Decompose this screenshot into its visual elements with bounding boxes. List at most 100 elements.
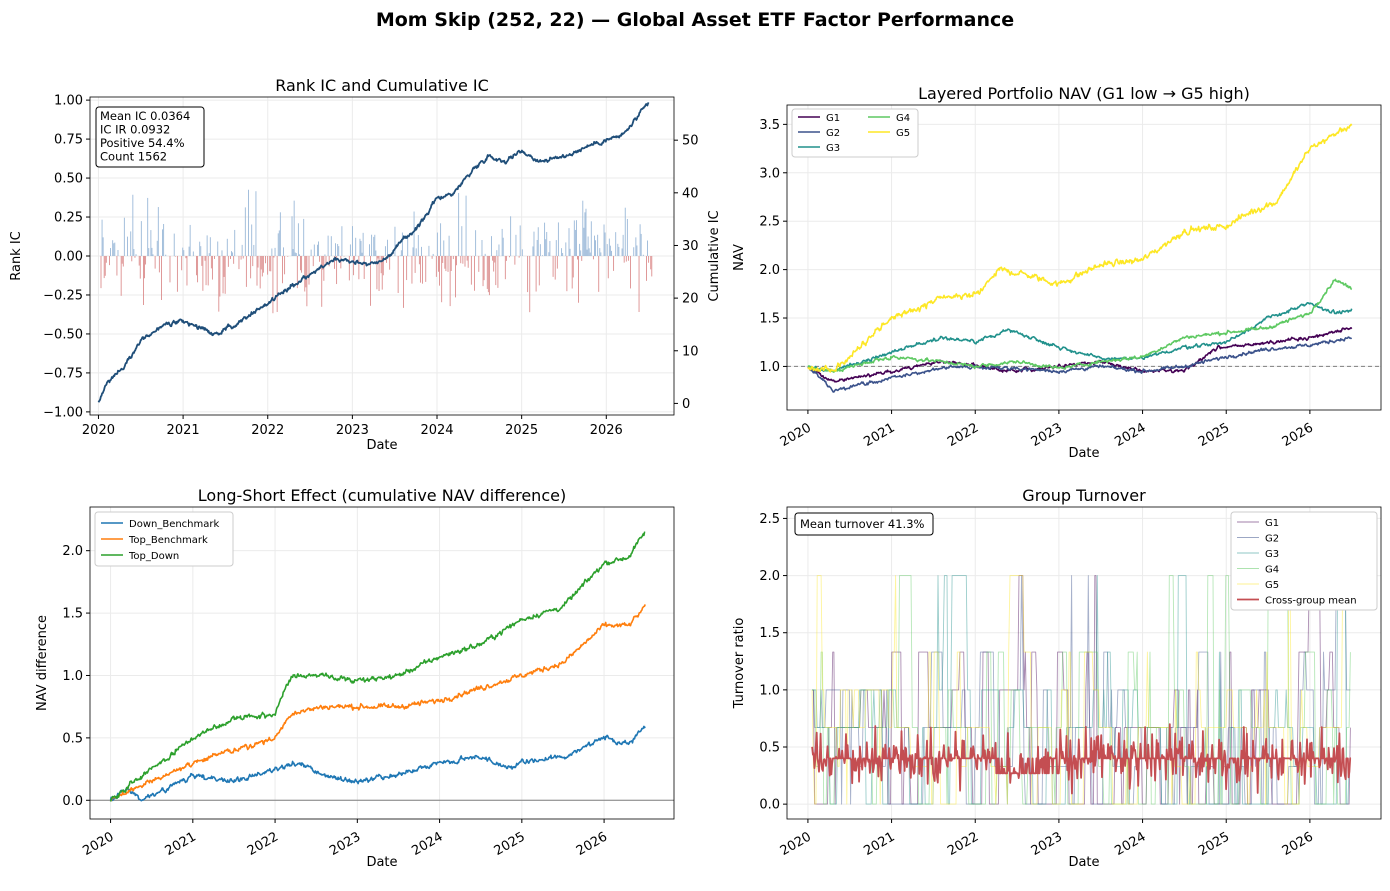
legend-label: Top_Benchmark xyxy=(128,535,208,546)
y-tick-label: −1.00 xyxy=(43,405,83,420)
x-axis-label: Date xyxy=(1068,855,1099,870)
y-tick-label: −0.50 xyxy=(43,327,83,342)
x-tick-label: 2023 xyxy=(336,423,369,438)
x-tick-label: 2025 xyxy=(1196,420,1232,450)
legend-label: Cross-group mean xyxy=(1265,596,1357,607)
stats-line: Mean IC 0.0364 xyxy=(100,109,190,123)
chart-title: Rank IC and Cumulative IC xyxy=(275,76,489,95)
turnover-line-g2 xyxy=(812,575,1351,805)
chart-nav: 1.0 1.5 2.0 2.5 3.0 3.5 2020 2021 2022 2023 2024 20… xyxy=(732,84,1382,461)
y-axis-label: NAV xyxy=(732,244,747,271)
chart-title: Layered Portfolio NAV (G1 low → G5 high) xyxy=(918,84,1250,103)
y-tick-label: 0.5 xyxy=(62,731,83,746)
turnover-line-g1 xyxy=(812,575,1351,805)
legend-box xyxy=(791,108,919,158)
legend-label: G4 xyxy=(1265,565,1279,576)
y-tick-label: 1.0 xyxy=(759,683,780,698)
y-axis-label: NAV difference xyxy=(35,615,50,711)
x-tick-label: 2021 xyxy=(861,420,897,450)
plot-frame xyxy=(786,506,1382,820)
legend-box xyxy=(94,511,234,567)
ls-line-down_benchmark xyxy=(109,725,646,802)
x-tick-label: 2025 xyxy=(1196,829,1232,859)
x-tick-label: 2025 xyxy=(492,829,528,859)
stats-line: IC IR 0.0932 xyxy=(100,123,170,137)
plot-frame xyxy=(89,506,675,820)
chart-ls: 0.0 0.5 1.0 1.5 2.0 2020 2021 2022 2023 2024 2025 2… xyxy=(35,486,675,870)
y-tick-label: 0.0 xyxy=(759,798,780,813)
y2-axis-label: Cumulative IC xyxy=(707,210,722,301)
y-tick-label: 0.75 xyxy=(54,133,83,148)
x-tick-label: 2024 xyxy=(420,423,453,438)
x-tick-label: 2026 xyxy=(1280,829,1316,859)
stats-box xyxy=(95,106,205,168)
y-tick-label: 2.0 xyxy=(759,569,780,584)
cumulative-ic-line xyxy=(97,101,650,403)
y-tick-label: 0.00 xyxy=(54,250,83,265)
x-tick-label: 2026 xyxy=(590,423,623,438)
legend-label: Top_Down xyxy=(128,551,179,562)
y-tick-label: 3.5 xyxy=(759,118,780,133)
chart-to: 0.0 0.5 1.0 1.5 2.0 2.5 2020 2021 2022 2023 2024 20… xyxy=(732,486,1382,870)
y-tick-label: 1.5 xyxy=(759,626,780,641)
legend-label: G5 xyxy=(1265,580,1279,591)
legend-label: G2 xyxy=(1265,534,1279,545)
x-tick-label: 2023 xyxy=(1029,829,1065,859)
cross-group-mean-line xyxy=(811,723,1352,795)
x-axis-label: Date xyxy=(1068,446,1099,461)
x-tick-label: 2026 xyxy=(1280,420,1316,450)
x-tick-label: 2023 xyxy=(327,829,363,859)
y2-tick-label: 40 xyxy=(682,186,699,201)
figure-title: Mom Skip (252, 22) — Global Asset ETF Fa… xyxy=(376,9,1014,31)
legend-label: G3 xyxy=(826,143,840,154)
legend-label: G4 xyxy=(896,113,910,124)
y-tick-label: 0.25 xyxy=(54,211,83,226)
y-tick-label: 0.5 xyxy=(759,741,780,756)
x-tick-label: 2022 xyxy=(251,423,284,438)
plot-area xyxy=(97,101,653,403)
stats-box xyxy=(794,512,934,536)
legend-label: G1 xyxy=(1265,518,1279,529)
nav-line-g4 xyxy=(807,278,1353,373)
plot-frame xyxy=(786,104,1382,411)
y-tick-label: 3.0 xyxy=(759,166,780,181)
nav-line-g1 xyxy=(807,327,1353,383)
x-tick-label: 2024 xyxy=(1112,829,1148,859)
x-tick-label: 2022 xyxy=(245,829,281,859)
y-tick-label: 0.0 xyxy=(62,794,83,809)
x-tick-label: 2020 xyxy=(778,829,814,859)
y-axis-label: Rank IC xyxy=(9,231,24,281)
stats-line: Positive 54.4% xyxy=(100,136,185,150)
y2-tick-label: 30 xyxy=(682,239,699,254)
stats-line: Count 1562 xyxy=(100,150,167,164)
y2-tick-label: 0 xyxy=(682,397,690,412)
x-tick-label: 2021 xyxy=(167,423,200,438)
y-tick-label: 0.50 xyxy=(54,172,83,187)
legend-label: G5 xyxy=(896,128,910,139)
ls-line-top_benchmark xyxy=(110,604,646,802)
y-tick-label: 1.0 xyxy=(62,669,83,684)
y-axis-label: Turnover ratio xyxy=(732,618,747,710)
y2-tick-label: 10 xyxy=(682,344,699,359)
x-tick-label: 2024 xyxy=(1112,420,1148,450)
stats-line: Mean turnover 41.3% xyxy=(800,517,925,531)
x-tick-label: 2026 xyxy=(574,829,610,859)
turnover-line-g3 xyxy=(812,575,1351,805)
legend-label: G1 xyxy=(826,113,840,124)
legend-box xyxy=(1230,511,1378,611)
x-tick-label: 2024 xyxy=(409,829,445,859)
legend-label: Down_Benchmark xyxy=(129,519,220,530)
y2-tick-label: 20 xyxy=(682,292,699,307)
y-tick-label: 2.0 xyxy=(759,263,780,278)
plot-area xyxy=(109,531,646,802)
y-tick-label: 1.00 xyxy=(54,94,83,109)
ls-line-top_down xyxy=(109,531,646,802)
turnover-line-g4 xyxy=(812,575,1351,805)
x-tick-label: 2025 xyxy=(505,423,538,438)
chart-title: Group Turnover xyxy=(1022,486,1146,505)
x-tick-label: 2022 xyxy=(945,420,981,450)
y-tick-label: 2.0 xyxy=(62,544,83,559)
x-axis-label: Date xyxy=(366,855,397,870)
nav-line-g5 xyxy=(807,123,1353,373)
